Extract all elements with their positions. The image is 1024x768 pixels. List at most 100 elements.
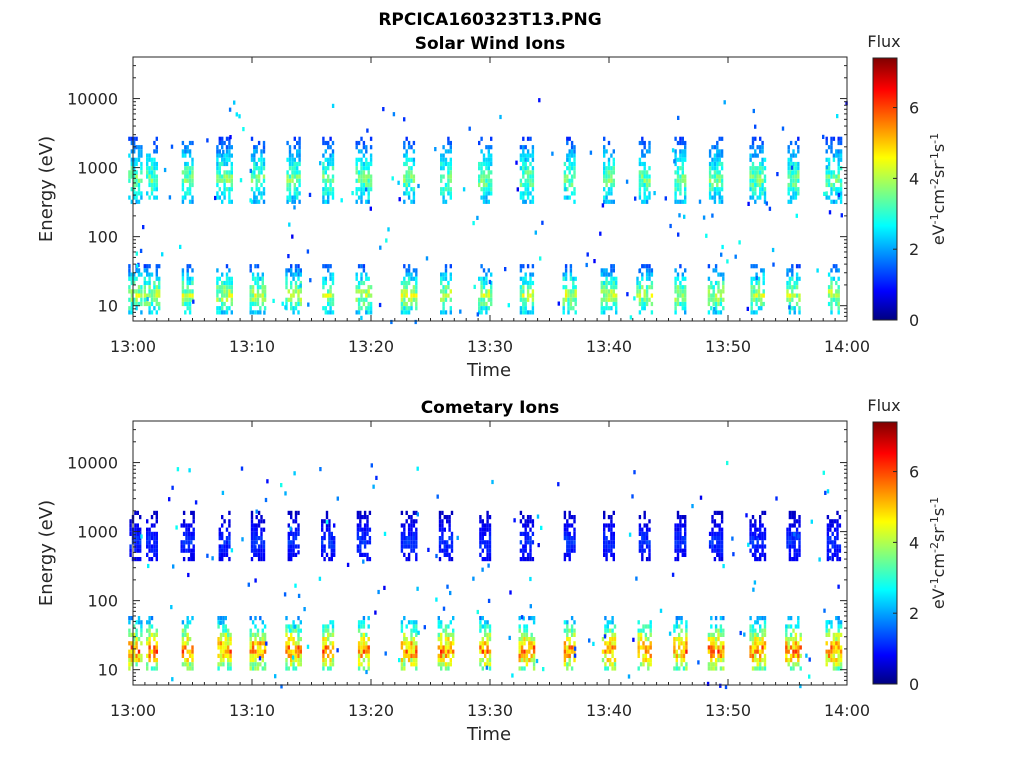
heatmap-cell	[566, 157, 569, 162]
heatmap-cell	[707, 289, 711, 294]
heatmap-cell	[440, 297, 443, 302]
heatmap-cell	[225, 272, 229, 277]
heatmap-cell	[641, 153, 644, 158]
heatmap-cell	[637, 645, 640, 650]
heatmap-cell	[648, 174, 651, 179]
heatmap-cell	[681, 552, 684, 557]
heatmap-cell	[224, 645, 227, 650]
heatmap-cell	[716, 523, 719, 528]
heatmap-cell	[793, 515, 796, 520]
heatmap-cell	[139, 531, 142, 536]
heatmap-cell	[299, 268, 302, 273]
heatmap-cell	[290, 544, 293, 549]
heatmap-cell	[217, 641, 220, 646]
heatmap-cell	[225, 297, 229, 302]
heatmap-cell	[412, 662, 416, 667]
heatmap-cell	[133, 624, 136, 629]
heatmap-cell	[837, 174, 840, 179]
heatmap-cell	[486, 552, 489, 557]
heatmap-cell	[140, 658, 143, 663]
heatmap-cell	[712, 649, 715, 654]
heatmap-cell	[726, 460, 729, 466]
heatmap-cell	[743, 632, 746, 637]
x-tick-label: 13:30	[467, 337, 513, 356]
heatmap-cell	[536, 514, 540, 519]
heatmap-cell	[707, 310, 711, 315]
heatmap-cell	[479, 628, 482, 633]
heatmap-cell	[605, 199, 608, 204]
heatmap-cell	[158, 280, 161, 286]
heatmap-cell	[259, 653, 262, 658]
heatmap-cell	[331, 140, 335, 146]
heatmap-cell	[296, 191, 299, 196]
heatmap-cell	[360, 174, 363, 179]
heatmap-cell	[148, 293, 151, 298]
heatmap-cell	[257, 187, 261, 192]
heatmap-cell	[187, 523, 191, 528]
heatmap-cell	[249, 653, 252, 658]
heatmap-cell	[447, 161, 450, 167]
heatmap-cell	[415, 552, 418, 557]
heatmap-cell	[324, 149, 327, 154]
heatmap-cell	[427, 547, 430, 552]
heatmap-cell	[518, 616, 521, 621]
heatmap-cell	[225, 264, 229, 269]
heatmap-cell	[759, 527, 762, 532]
heatmap-cell	[642, 658, 645, 663]
heatmap-cell	[415, 662, 418, 667]
heatmap-cell	[570, 666, 574, 671]
heatmap-cell	[181, 641, 185, 646]
heatmap-cell	[486, 662, 489, 667]
heatmap-cell	[519, 153, 523, 158]
heatmap-cell	[763, 544, 767, 549]
heatmap-cell	[357, 289, 361, 294]
heatmap-cell	[218, 527, 221, 532]
heatmap-cell	[230, 174, 233, 179]
heatmap-cell	[763, 552, 767, 557]
heatmap-cell	[400, 645, 404, 650]
heatmap-cell	[415, 624, 418, 629]
heatmap-cell	[218, 166, 221, 171]
heatmap-cell	[761, 641, 764, 646]
heatmap-cell	[148, 153, 151, 158]
heatmap-cell	[184, 645, 187, 650]
heatmap-cell	[184, 628, 187, 633]
heatmap-cell	[610, 170, 613, 175]
heatmap-cell	[759, 178, 762, 183]
heatmap-cell	[288, 197, 292, 203]
heatmap-cell	[187, 536, 191, 541]
heatmap-cell	[825, 165, 829, 170]
heatmap-cell	[255, 178, 258, 183]
heatmap-cell	[720, 515, 724, 520]
heatmap-cell	[479, 645, 482, 650]
heatmap-cell	[250, 153, 254, 158]
heatmap-cell	[412, 624, 416, 629]
heatmap-cell	[186, 301, 189, 307]
heatmap-cell	[829, 527, 832, 532]
heatmap-cell	[228, 191, 231, 196]
heatmap-cell	[789, 178, 793, 183]
heatmap-cell	[720, 136, 724, 141]
heatmap-cell	[479, 641, 482, 646]
heatmap-cell	[412, 531, 416, 536]
heatmap-cell	[289, 526, 292, 531]
heatmap-cell	[713, 178, 717, 183]
heatmap-cell	[407, 182, 411, 188]
heatmap-cell	[286, 199, 289, 204]
heatmap-cell	[612, 276, 615, 281]
heatmap-cell	[253, 161, 256, 167]
heatmap-cell	[675, 649, 678, 654]
heatmap-cell	[681, 161, 684, 167]
heatmap-cell	[519, 157, 523, 162]
heatmap-cell	[531, 306, 535, 311]
heatmap-cell	[331, 662, 335, 667]
heatmap-cell	[488, 662, 492, 667]
heatmap-cell	[566, 187, 569, 192]
heatmap-cell	[130, 174, 133, 179]
heatmap-cell	[628, 532, 632, 537]
heatmap-cell	[155, 628, 158, 633]
heatmap-cell	[832, 641, 836, 646]
heatmap-cell	[716, 191, 719, 196]
heatmap-cell	[568, 178, 571, 183]
heatmap-cell	[836, 552, 839, 557]
